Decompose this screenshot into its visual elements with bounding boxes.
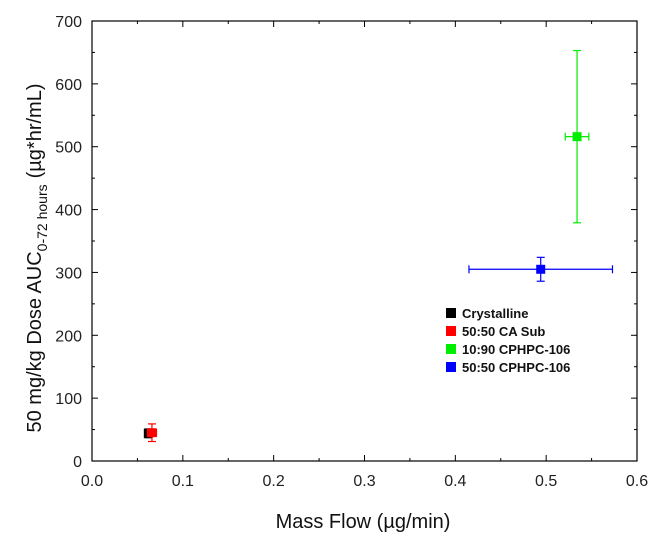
legend-swatch bbox=[446, 362, 456, 372]
y-tick-label: 100 bbox=[55, 391, 82, 408]
point-marker bbox=[536, 264, 546, 274]
data-point bbox=[146, 423, 158, 443]
y-tick-label: 200 bbox=[55, 328, 82, 345]
data-point bbox=[564, 49, 590, 224]
x-axis-title: Mass Flow (µg/min) bbox=[276, 511, 451, 533]
x-tick-label: 0.3 bbox=[353, 473, 375, 490]
x-tick-label: 0.0 bbox=[81, 473, 103, 490]
x-tick-label: 0.5 bbox=[535, 473, 557, 490]
point-marker bbox=[572, 132, 582, 142]
legend-label: 50:50 CPHPC-106 bbox=[462, 360, 570, 375]
x-tick-label: 0.2 bbox=[263, 473, 285, 490]
legend-swatch bbox=[446, 326, 456, 336]
y-tick-label: 300 bbox=[55, 265, 82, 282]
legend-label: 50:50 CA Sub bbox=[462, 324, 545, 339]
y-tick-label: 600 bbox=[55, 77, 82, 94]
y-axis-ticks: 0 100 200 300 400 500 600 700 bbox=[55, 14, 637, 471]
y-tick-label: 0 bbox=[73, 454, 82, 471]
x-tick-label: 0.6 bbox=[626, 473, 648, 490]
x-axis-ticks: 0.0 0.1 0.2 0.3 0.4 0.5 0.6 bbox=[81, 21, 648, 490]
y-axis-title-unit: (µg*hr/mL) bbox=[24, 83, 46, 178]
point-marker bbox=[147, 428, 157, 438]
data-point bbox=[468, 256, 614, 282]
y-tick-label: 700 bbox=[55, 14, 82, 31]
plot-frame bbox=[91, 20, 638, 462]
y-axis-title: 50 mg/kg Dose AUC0-72 hours (µg*hr/mL) bbox=[24, 83, 50, 432]
data-points bbox=[143, 49, 614, 443]
y-tick-label: 500 bbox=[55, 140, 82, 157]
x-tick-label: 0.1 bbox=[172, 473, 194, 490]
x-tick-label: 0.4 bbox=[444, 473, 466, 490]
legend-label: 10:90 CPHPC-106 bbox=[462, 342, 570, 357]
y-tick-label: 400 bbox=[55, 203, 82, 220]
legend-label: Crystalline bbox=[462, 306, 528, 321]
y-axis-title-subscript: 0-72 hours bbox=[34, 184, 50, 251]
y-axis-title-main: 50 mg/kg Dose AUC bbox=[24, 251, 46, 432]
legend-swatch bbox=[446, 308, 456, 318]
legend: Crystalline 50:50 CA Sub 10:90 CPHPC-106 50… bbox=[446, 306, 570, 375]
legend-swatch bbox=[446, 344, 456, 354]
axes bbox=[91, 20, 638, 462]
